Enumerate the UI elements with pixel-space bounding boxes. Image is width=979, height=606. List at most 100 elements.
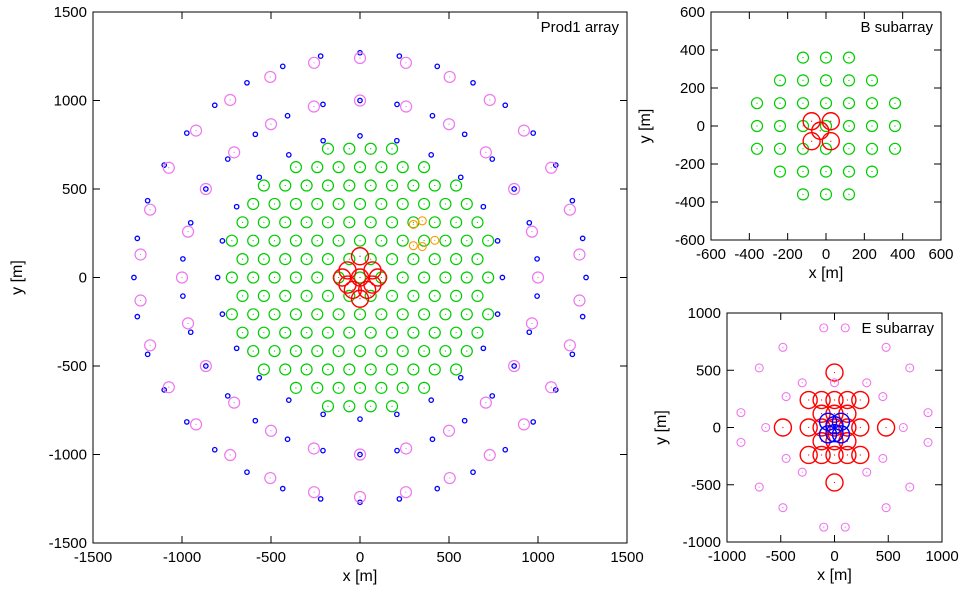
data-point — [257, 363, 270, 376]
data-point — [321, 289, 335, 302]
data-point-center — [765, 426, 767, 429]
data-point — [825, 390, 844, 410]
data-point — [396, 197, 409, 211]
data-point-center — [550, 167, 552, 169]
data-point-center — [785, 457, 787, 460]
data-point — [321, 326, 335, 339]
data-point — [838, 390, 857, 410]
data-point-center — [848, 125, 850, 127]
data-point — [396, 344, 409, 358]
data-point-center — [927, 441, 929, 443]
data-point — [264, 471, 277, 485]
data-point — [307, 56, 321, 69]
data-point-center — [327, 184, 329, 187]
data-point-center — [366, 289, 368, 291]
data-point — [224, 448, 237, 462]
data-point — [480, 345, 487, 352]
data-point-center — [233, 402, 235, 404]
data-point — [525, 317, 539, 330]
data-point-center — [801, 382, 803, 384]
data-point-center — [485, 402, 487, 404]
data-point-center — [402, 350, 404, 352]
data-point-center — [833, 382, 836, 384]
data-point-center — [434, 239, 436, 241]
data-point — [353, 197, 367, 211]
data-point — [439, 234, 452, 247]
data-point — [517, 418, 531, 431]
data-point — [407, 363, 420, 376]
data-point — [778, 342, 788, 352]
x-tick-label: 1000 — [521, 549, 554, 566]
data-point — [268, 197, 281, 211]
data-point-center — [487, 240, 489, 242]
data-point — [353, 381, 367, 394]
data-point-center — [263, 295, 265, 297]
data-point-center — [316, 166, 318, 168]
data-point — [736, 437, 746, 447]
data-point — [183, 130, 190, 136]
data-point — [825, 473, 844, 492]
data-point — [831, 425, 851, 444]
data-point-center — [263, 332, 265, 334]
data-point-center — [758, 367, 760, 369]
data-point — [289, 197, 303, 211]
data-point — [819, 142, 833, 155]
y-tick-label: -400 — [675, 194, 705, 211]
data-point — [508, 182, 521, 196]
data-point — [300, 326, 313, 339]
data-point-center — [821, 399, 823, 401]
data-point — [300, 216, 313, 229]
data-point — [279, 326, 292, 339]
data-point — [353, 308, 367, 321]
data-point-center — [444, 350, 447, 352]
data-point-center — [391, 405, 393, 407]
data-point — [905, 482, 915, 492]
data-point-center — [513, 188, 515, 190]
data-point-center — [871, 79, 873, 81]
x-tick-label: -400 — [734, 246, 764, 263]
data-point — [321, 400, 335, 413]
data-point — [442, 424, 456, 437]
data-point-center — [359, 453, 361, 456]
data-point — [842, 142, 856, 155]
data-point — [511, 363, 517, 369]
data-point-center — [316, 240, 318, 242]
data-point — [878, 392, 888, 402]
data-point-center — [423, 350, 425, 352]
data-point — [434, 485, 441, 492]
data-point — [534, 293, 540, 299]
data-point-center — [412, 223, 414, 225]
data-point — [375, 381, 388, 394]
x-tick-label: -500 — [766, 548, 796, 565]
data-point — [385, 216, 399, 229]
data-point — [364, 363, 377, 376]
data-point-center — [263, 258, 265, 260]
data-point — [332, 234, 345, 247]
data-point-center — [823, 327, 825, 329]
data-point — [300, 253, 313, 266]
data-point — [279, 179, 292, 192]
data-point — [750, 119, 764, 133]
data-point — [517, 124, 531, 137]
x-tick-label: -1000 — [708, 548, 746, 565]
data-point — [375, 161, 388, 174]
data-point — [470, 79, 476, 86]
x-tick-label: -500 — [256, 549, 286, 566]
data-point — [773, 97, 787, 110]
data-point-center — [313, 62, 315, 64]
data-point — [428, 179, 441, 192]
data-point — [203, 186, 209, 192]
data-point — [851, 390, 870, 410]
data-point-center — [885, 507, 887, 509]
data-point — [754, 363, 764, 373]
data-point — [796, 74, 810, 87]
data-point-center — [423, 313, 425, 315]
data-point — [773, 142, 787, 155]
data-point-center — [402, 276, 404, 279]
data-point-center — [295, 276, 297, 279]
data-point — [236, 253, 249, 266]
data-point-center — [402, 313, 404, 315]
data-point — [796, 51, 810, 64]
data-point-center — [455, 221, 457, 223]
data-point-center — [352, 289, 354, 291]
